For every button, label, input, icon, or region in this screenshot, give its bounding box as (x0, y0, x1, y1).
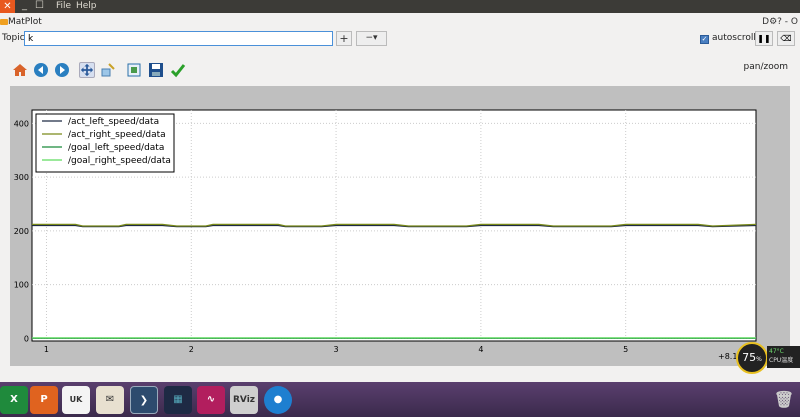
store-icon[interactable]: UK (62, 386, 90, 414)
pause-button[interactable]: ❚❚ (755, 31, 773, 46)
y-tick-label: 0 (24, 334, 29, 343)
cpu-percent-unit: % (756, 356, 762, 363)
add-topic-button[interactable]: + (336, 31, 352, 46)
remove-topic-button[interactable]: −▾ (356, 31, 387, 46)
cpu-percent-value: 75 (742, 351, 757, 364)
forward-icon[interactable] (54, 62, 70, 78)
legend-label: /act_left_speed/data (68, 117, 159, 127)
window-minimize-button[interactable]: _ (22, 0, 27, 11)
plugin-window-controls[interactable]: D⚙? - O (762, 17, 798, 27)
edit-icon[interactable] (170, 62, 186, 78)
toolbar-mode-label: pan/zoom (743, 62, 788, 72)
back-icon[interactable] (33, 62, 49, 78)
terminal-icon[interactable]: ❯ (130, 386, 158, 414)
x-tick-label: 2 (189, 345, 194, 354)
presentation-icon[interactable]: P (30, 386, 58, 414)
series-line (32, 224, 757, 228)
legend-label: /act_right_speed/data (68, 130, 166, 140)
cpu-percent: 75% (736, 342, 768, 374)
cpu-info: 47°C CPU温度 (767, 346, 800, 368)
y-tick-label: 400 (14, 119, 29, 128)
plot-canvas[interactable]: 1 2 3 4 5 0 100 200 300 400 +8.1/act_left_speed/da… (10, 86, 790, 366)
pan-icon[interactable] (79, 62, 95, 78)
x-tick-label: 1 (44, 345, 49, 354)
menu-help[interactable]: Help (76, 1, 97, 11)
window-maximize-button[interactable]: ☐ (35, 0, 44, 11)
window-close-button[interactable]: ✕ (0, 0, 15, 13)
mail-icon[interactable]: ✉ (96, 386, 124, 414)
system-menubar: ✕ _ ☐ File Help (0, 0, 800, 13)
rviz-icon-label: RViz (232, 395, 256, 405)
trash-icon[interactable]: 🗑 (773, 390, 795, 409)
cpu-temp: 47°C (769, 348, 784, 355)
x-tick-label: 4 (478, 345, 483, 354)
clear-button[interactable]: ⌫ (777, 31, 795, 46)
plugin-title: MatPlot (8, 17, 42, 27)
topic-input[interactable] (24, 31, 333, 46)
topic-label: Topic (2, 33, 25, 43)
cpu-temp-label: CPU温度 (769, 357, 794, 364)
autoscroll-checkbox[interactable]: ✓ autoscroll (700, 33, 756, 44)
zoom-icon[interactable] (100, 62, 116, 78)
matplot-icon (0, 19, 8, 25)
y-tick-label: 100 (14, 281, 29, 290)
dock: X P UK ✉ ❯ ▦ ∿ RViz ● 🗑 (0, 382, 800, 417)
plot-figure[interactable]: 1 2 3 4 5 0 100 200 300 400 +8.1/act_left_speed/da… (10, 86, 790, 366)
legend-box (35, 113, 175, 173)
legend-label: /goal_right_speed/data (68, 156, 171, 166)
series-line (32, 223, 757, 227)
plugin-titlebar: MatPlot D⚙? - O (0, 17, 800, 30)
app-icon[interactable]: ● (264, 386, 292, 414)
rviz-icon[interactable]: RViz (230, 386, 258, 414)
x-offset-label: +8.1 (718, 352, 737, 361)
autoscroll-label: autoscroll (712, 33, 756, 43)
y-tick-label: 300 (14, 173, 29, 182)
x-tick-label: 5 (623, 345, 628, 354)
home-icon[interactable] (12, 62, 28, 78)
legend-label: /goal_left_speed/data (68, 143, 164, 153)
monitor-icon[interactable]: ∿ (197, 386, 225, 414)
topic-row: Topic + −▾ ✓autoscroll ❚❚ ⌫ (0, 30, 800, 48)
store-icon-label: UK (69, 395, 83, 404)
menu-file[interactable]: File (56, 1, 72, 11)
spreadsheet-icon[interactable]: X (0, 386, 28, 414)
cpu-widget: 75% 47°C CPU温度 (736, 342, 800, 374)
dev-icon[interactable]: ▦ (164, 386, 192, 414)
checkbox-check-icon[interactable]: ✓ (700, 35, 709, 44)
configure-icon[interactable] (126, 62, 142, 78)
save-icon[interactable] (148, 62, 164, 78)
y-tick-label: 200 (14, 227, 29, 236)
x-tick-label: 3 (334, 345, 339, 354)
